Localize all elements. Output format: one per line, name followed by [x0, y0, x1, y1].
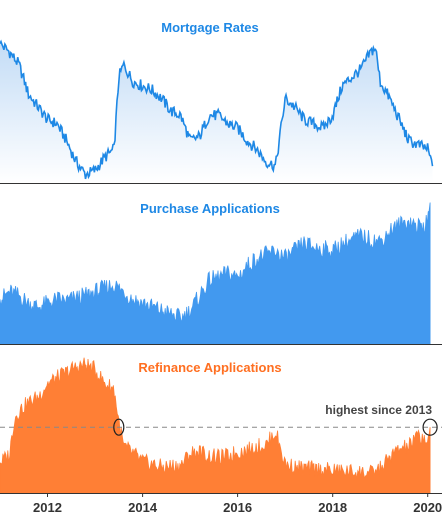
- x-tick-label: 2012: [33, 500, 62, 515]
- refinance-applications-panel: [0, 357, 431, 494]
- mortgage-rates-panel: [0, 39, 434, 183]
- annotation-marker-2020: [422, 418, 438, 436]
- annotation-label: highest since 2013: [325, 403, 432, 417]
- x-tick-label: 2014: [128, 500, 158, 515]
- mortgage-rates-line: [0, 39, 434, 180]
- refinance-applications-area: [0, 357, 431, 494]
- purchase-applications-title: Purchase Applications: [140, 201, 280, 216]
- annotation-marker-2013: [113, 418, 125, 436]
- x-axis-ticks: 2012 2014 2016 2018 2020: [33, 493, 442, 515]
- mortgage-rates-title: Mortgage Rates: [161, 20, 259, 35]
- purchase-applications-panel: [0, 202, 431, 345]
- x-tick-label: 2020: [413, 500, 442, 515]
- purchase-applications-area: [0, 202, 431, 345]
- refinance-applications-title: Refinance Applications: [138, 360, 281, 375]
- x-tick-label: 2016: [223, 500, 252, 515]
- x-tick-label: 2018: [318, 500, 347, 515]
